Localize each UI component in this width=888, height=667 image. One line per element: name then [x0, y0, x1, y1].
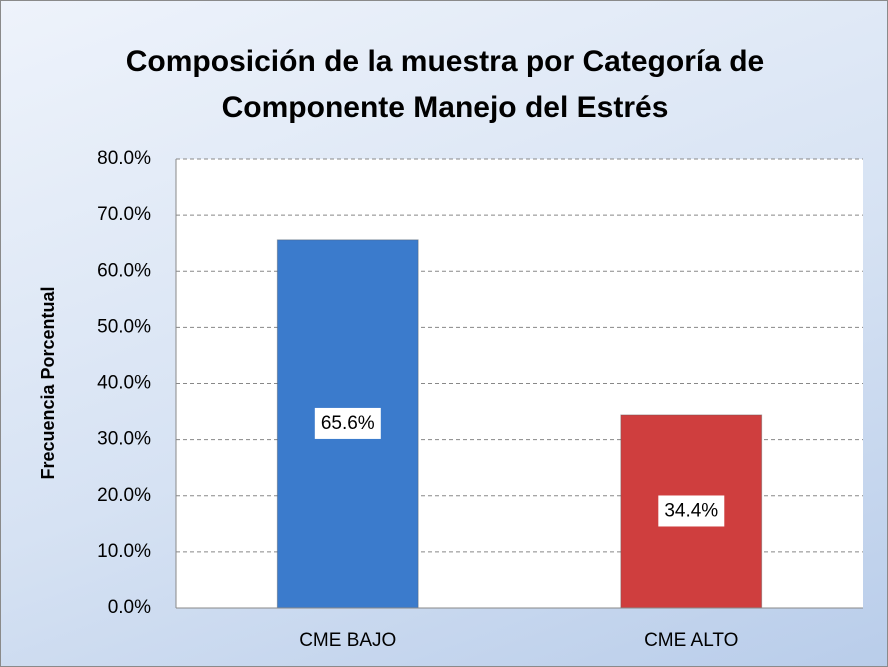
y-tick-label: 70.0%	[97, 204, 151, 225]
y-tick-label: 60.0%	[97, 260, 151, 281]
y-axis-title: Frecuencia Porcentual	[38, 286, 58, 479]
value-label-box	[658, 495, 725, 527]
x-tick-label: CME ALTO	[644, 630, 738, 651]
value-label: 65.6%	[321, 413, 375, 434]
value-label: 34.4%	[664, 500, 718, 521]
y-tick-label: 20.0%	[97, 485, 151, 506]
y-tick-label: 50.0%	[97, 316, 151, 337]
y-tick-label: 0.0%	[108, 597, 151, 618]
x-tick-label: CME BAJO	[299, 630, 396, 651]
y-tick-label: 30.0%	[97, 429, 151, 450]
chart-title: Composición de la muestra por Categoría …	[125, 45, 765, 124]
value-label-box	[314, 407, 381, 439]
y-tick-label: 80.0%	[97, 148, 151, 169]
y-tick-label: 10.0%	[97, 541, 151, 562]
y-tick-label: 40.0%	[97, 373, 151, 394]
